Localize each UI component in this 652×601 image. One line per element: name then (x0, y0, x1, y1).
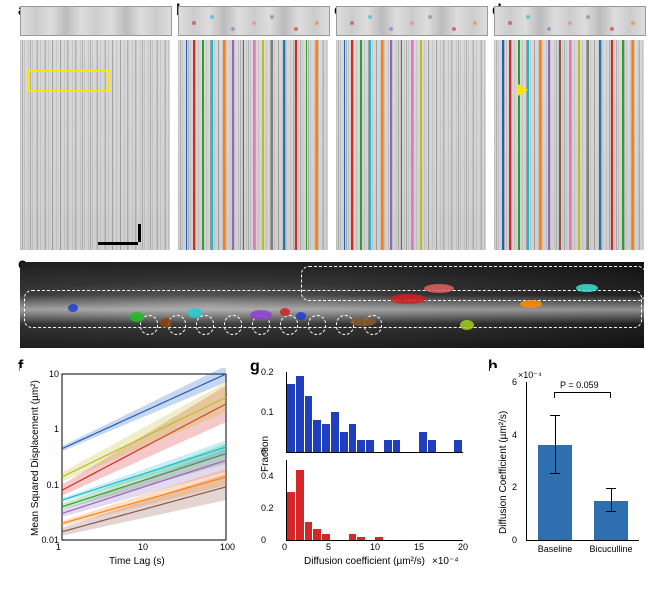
ylabel: Fraction (260, 436, 271, 472)
kymograph (178, 40, 328, 250)
particle-blob (390, 294, 426, 304)
histogram: 00.10.2 (286, 372, 463, 453)
kymograph-thumb (178, 6, 330, 36)
ylabel: Mean Squared Displacement (µm²) (30, 380, 41, 536)
particle-blob (520, 300, 542, 308)
particle-blob (160, 318, 172, 328)
arrow-icon (518, 84, 528, 96)
msd-plot: 1101000.010.1110Time Lag (s)Mean Squared… (20, 368, 230, 568)
particle-blob (296, 312, 306, 320)
histogram: 00.20.4 (286, 460, 463, 541)
kymograph (336, 40, 486, 250)
particle-blob (350, 318, 376, 326)
particle-blob (130, 312, 144, 322)
dendrite-outline (301, 266, 644, 301)
kymograph (20, 40, 170, 250)
particle-blob (68, 304, 78, 312)
particle-blob (576, 284, 598, 292)
particle-blob (188, 308, 202, 318)
x-multiplier: ×10⁻⁴ (432, 556, 459, 567)
diffusion-barplot: BaselineBicuculline0246P = 0.059×10⁻⁴Dif… (490, 368, 644, 568)
particle-blob (250, 310, 272, 320)
particle-blob (424, 284, 454, 293)
kymograph-thumb (20, 6, 172, 36)
xlabel: Time Lag (s) (109, 556, 165, 567)
particle-blob (280, 308, 290, 316)
y-multiplier: ×10⁻⁴ (518, 370, 542, 381)
highlight-box (28, 70, 110, 92)
kymograph-thumb (494, 6, 646, 36)
diffusion-histograms: 00.10.200.20.405101520Diffusion coeffici… (252, 368, 468, 568)
particle-blob (460, 320, 474, 330)
dendrite-micrograph (20, 262, 644, 348)
bar-label: Bicuculline (586, 544, 636, 554)
kymograph (494, 40, 644, 250)
p-value: P = 0.059 (560, 380, 599, 390)
kymograph-thumb (336, 6, 488, 36)
bar-label: Baseline (530, 544, 580, 554)
ylabel: Diffusion Coefficient (µm²/s) (498, 411, 509, 534)
xlabel: Diffusion coefficient (µm²/s) (304, 556, 425, 567)
